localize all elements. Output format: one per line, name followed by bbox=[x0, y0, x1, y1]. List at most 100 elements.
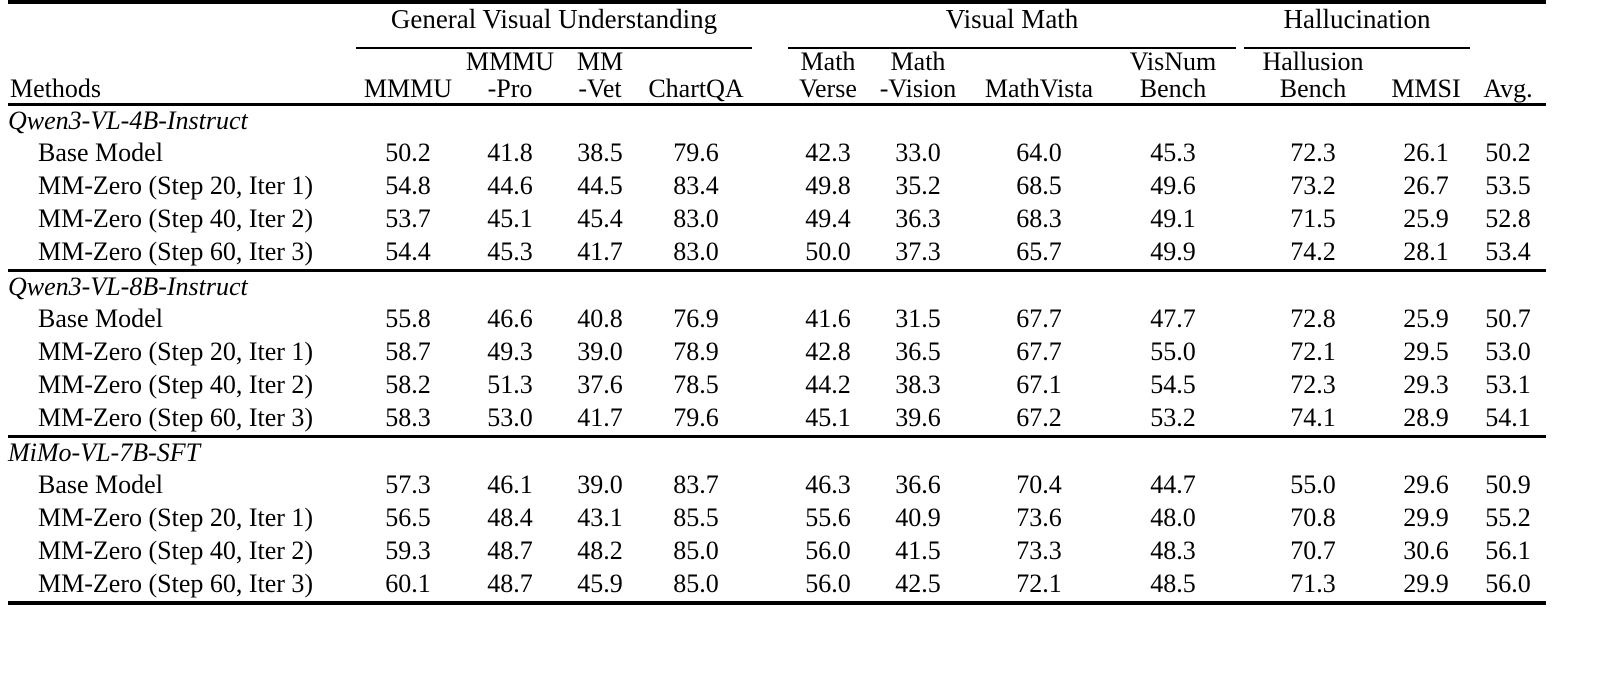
score-cell: 55.0 bbox=[1290, 469, 1336, 499]
model-block-title-row: Qwen3-VL-8B-Instruct bbox=[8, 272, 1546, 302]
score-cell: 40.8 bbox=[577, 303, 623, 333]
score-cell: 67.7 bbox=[1016, 303, 1062, 333]
score-cell: 54.1 bbox=[1485, 403, 1531, 433]
group-header-gap-1 bbox=[752, 4, 788, 35]
score-cell: 68.5 bbox=[1016, 170, 1062, 200]
group-header-gap-2 bbox=[1236, 4, 1244, 35]
score-cell: 48.4 bbox=[487, 502, 533, 532]
score-cell: 53.7 bbox=[385, 204, 431, 234]
score-cell: 26.7 bbox=[1403, 170, 1449, 200]
score-cell: 78.5 bbox=[673, 370, 719, 400]
method-name-cell: MM-Zero (Step 40, Iter 2) bbox=[38, 204, 314, 234]
column-header-avg: Avg. bbox=[1470, 49, 1546, 104]
score-cell: 51.3 bbox=[487, 370, 533, 400]
column-header-mmmu-pro-line1: MMMU bbox=[465, 47, 555, 76]
table-row: MM-Zero (Step 40, Iter 2) 53.7 45.1 45.4 83.… bbox=[8, 202, 1546, 235]
column-group-header-row: General Visual Understanding Visual Math… bbox=[8, 4, 1546, 35]
score-cell: 50.2 bbox=[1485, 137, 1531, 167]
score-cell: 46.6 bbox=[487, 303, 533, 333]
table-row: Base Model 50.2 41.8 38.5 79.6 42.3 33.0 64.0 45… bbox=[8, 136, 1546, 169]
score-cell: 50.2 bbox=[385, 137, 431, 167]
model-block-title-row: Qwen3-VL-4B-Instruct bbox=[8, 106, 1546, 136]
score-cell: 55.8 bbox=[385, 303, 431, 333]
score-cell: 48.7 bbox=[487, 569, 533, 599]
column-gap-gap-2 bbox=[1236, 468, 1244, 501]
score-cell: 52.8 bbox=[1485, 204, 1531, 234]
score-cell: 56.1 bbox=[1485, 536, 1531, 566]
column-header-mathverse-line2: Verse bbox=[799, 73, 857, 103]
score-cell: 41.8 bbox=[487, 137, 533, 167]
method-name-cell: MM-Zero (Step 60, Iter 3) bbox=[38, 237, 314, 267]
method-name-cell: MM-Zero (Step 60, Iter 3) bbox=[38, 569, 314, 599]
column-gap-gap-1 bbox=[752, 169, 788, 202]
score-cell: 36.6 bbox=[895, 469, 941, 499]
score-cell: 36.5 bbox=[895, 336, 941, 366]
score-cell: 83.0 bbox=[673, 204, 719, 234]
column-gap-gap-1 bbox=[752, 235, 788, 270]
score-cell: 59.3 bbox=[385, 536, 431, 566]
score-cell: 78.9 bbox=[673, 336, 719, 366]
score-cell: 50.0 bbox=[805, 237, 851, 267]
method-name-cell: MM-Zero (Step 40, Iter 2) bbox=[38, 536, 314, 566]
method-name-cell: MM-Zero (Step 20, Iter 1) bbox=[38, 336, 314, 366]
group-header-avg-spacer bbox=[1470, 4, 1546, 35]
score-cell: 43.1 bbox=[577, 502, 623, 532]
score-cell: 48.2 bbox=[577, 536, 623, 566]
method-name-cell: MM-Zero (Step 20, Iter 1) bbox=[38, 502, 314, 532]
score-cell: 72.8 bbox=[1290, 303, 1336, 333]
score-cell: 55.0 bbox=[1150, 336, 1196, 366]
benchmark-results-table: General Visual Understanding Visual Math… bbox=[8, 0, 1546, 607]
score-cell: 48.7 bbox=[487, 536, 533, 566]
column-header-mmmu-pro: MMMU -Pro bbox=[460, 47, 560, 104]
score-cell: 70.7 bbox=[1290, 536, 1336, 566]
score-cell: 72.3 bbox=[1290, 137, 1336, 167]
score-cell: 26.1 bbox=[1403, 137, 1449, 167]
score-cell: 53.2 bbox=[1150, 403, 1196, 433]
score-cell: 31.5 bbox=[895, 303, 941, 333]
score-cell: 54.8 bbox=[385, 170, 431, 200]
column-header-methods: Methods bbox=[10, 73, 101, 103]
table-row: MM-Zero (Step 60, Iter 3) 54.4 45.3 41.7 83.… bbox=[8, 235, 1546, 270]
column-header-mmsi: MMSI bbox=[1382, 49, 1470, 104]
score-cell: 47.7 bbox=[1150, 303, 1196, 333]
column-header-mm-vet-line1: MM bbox=[576, 47, 624, 76]
score-cell: 56.5 bbox=[385, 502, 431, 532]
column-header-visnumbench: VisNum Bench bbox=[1110, 48, 1236, 104]
column-header-mathvista-line1: MathVista bbox=[984, 73, 1094, 103]
score-cell: 67.1 bbox=[1016, 370, 1062, 400]
score-cell: 67.7 bbox=[1016, 336, 1062, 366]
table-row: Base Model 57.3 46.1 39.0 83.7 46.3 36.6 70.4 44… bbox=[8, 468, 1546, 501]
group-header-spacer bbox=[8, 4, 356, 35]
column-header-chartqa: ChartQA bbox=[640, 49, 752, 104]
header-body-rule bbox=[8, 102, 1546, 107]
column-gap-gap-2 bbox=[1236, 335, 1244, 368]
score-cell: 44.5 bbox=[577, 170, 623, 200]
score-cell: 49.6 bbox=[1150, 170, 1196, 200]
column-header-hallusionbench-line2: Bench bbox=[1279, 73, 1347, 103]
column-gap-gap-2 bbox=[1236, 567, 1244, 602]
group-rule-hallucination bbox=[1244, 35, 1470, 49]
score-cell: 37.6 bbox=[577, 370, 623, 400]
score-cell: 42.5 bbox=[895, 569, 941, 599]
column-header-mmmu-line1: MMMU bbox=[363, 73, 453, 103]
column-header-mmsi-line1: MMSI bbox=[1391, 73, 1461, 103]
column-gap-gap-2 bbox=[1236, 501, 1244, 534]
score-cell: 28.1 bbox=[1403, 237, 1449, 267]
score-cell: 72.1 bbox=[1290, 336, 1336, 366]
score-cell: 39.0 bbox=[577, 469, 623, 499]
column-gap-gap-2 bbox=[1236, 368, 1244, 401]
group-header-general-visual-understanding: General Visual Understanding bbox=[390, 4, 718, 34]
score-cell: 56.0 bbox=[805, 569, 851, 599]
column-gap-gap-1 bbox=[752, 368, 788, 401]
score-cell: 45.1 bbox=[805, 403, 851, 433]
score-cell: 73.3 bbox=[1016, 536, 1062, 566]
score-cell: 49.9 bbox=[1150, 237, 1196, 267]
score-cell: 53.4 bbox=[1485, 237, 1531, 267]
model-block-title-row: MiMo-VL-7B-SFT bbox=[8, 438, 1546, 468]
score-cell: 29.6 bbox=[1403, 469, 1449, 499]
score-cell: 56.0 bbox=[1485, 569, 1531, 599]
table-row: MM-Zero (Step 20, Iter 1) 54.8 44.6 44.5 83.… bbox=[8, 169, 1546, 202]
group-rule-gap-1 bbox=[752, 35, 788, 49]
column-gap-gap-1 bbox=[752, 567, 788, 602]
